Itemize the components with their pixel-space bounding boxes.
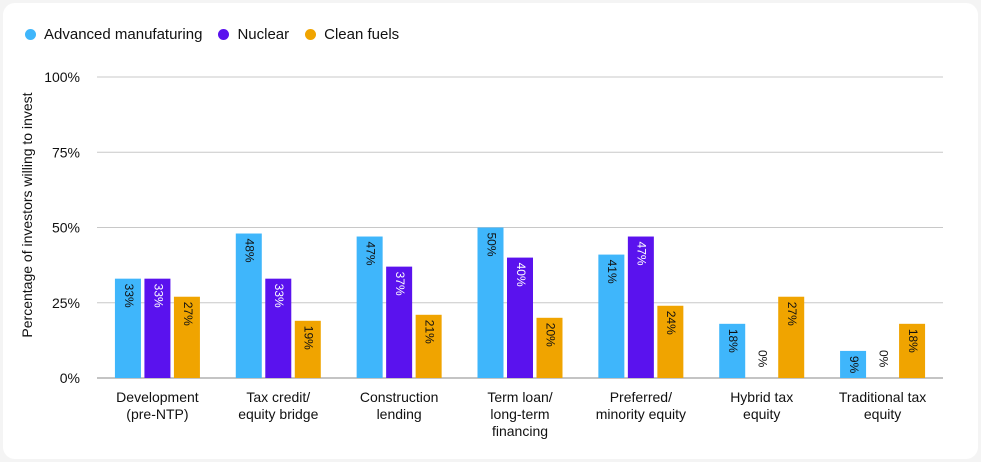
y-tick-label: 0% bbox=[60, 370, 80, 386]
y-tick-label: 100% bbox=[44, 69, 80, 85]
legend-label-nuclear: Nuclear bbox=[237, 25, 290, 43]
data-label: 47% bbox=[635, 242, 649, 266]
x-tick-label: Construction bbox=[360, 389, 439, 405]
x-tick-label: long-term bbox=[490, 406, 549, 422]
bars: 33% 33% 27% 48% 33% 19% 47% 37% 21% 50% 40% 20% 41% 4… bbox=[114, 227, 926, 378]
bar bbox=[627, 236, 654, 378]
data-label: 19% bbox=[302, 326, 316, 350]
data-label: 0% bbox=[756, 350, 770, 368]
data-label: 37% bbox=[393, 272, 407, 296]
bar bbox=[536, 317, 563, 378]
x-tick-label: financing bbox=[492, 423, 548, 439]
data-label: 48% bbox=[243, 239, 257, 263]
bar bbox=[114, 278, 141, 378]
y-axis-ticks: 0% 25% 50% 75% 100% bbox=[44, 69, 80, 386]
data-label: 40% bbox=[514, 263, 528, 287]
bar bbox=[415, 314, 442, 378]
bar bbox=[386, 266, 413, 378]
x-tick-label: Hybrid tax bbox=[730, 389, 793, 405]
legend-swatch-nuclear bbox=[218, 28, 230, 40]
data-label: 0% bbox=[876, 350, 890, 368]
bar bbox=[235, 233, 262, 378]
legend-item-nuclear: Nuclear bbox=[218, 26, 289, 43]
bar bbox=[144, 278, 171, 378]
bar bbox=[657, 305, 684, 378]
legend-item-advanced-manufacturing: Advanced manufaturing bbox=[25, 26, 202, 43]
data-label: 41% bbox=[605, 260, 619, 284]
bar bbox=[507, 257, 533, 378]
legend-swatch-clean-fuels bbox=[305, 28, 317, 40]
legend-swatch-advanced-manufacturing bbox=[25, 28, 36, 40]
data-label: 20% bbox=[543, 323, 557, 347]
bar bbox=[294, 320, 321, 378]
x-tick-label: Tax credit/ bbox=[246, 389, 310, 405]
x-tick-label: minority equity bbox=[596, 406, 686, 422]
x-tick-label: equity bbox=[743, 406, 780, 422]
x-tick-label: Term loan/ bbox=[487, 389, 552, 405]
bar bbox=[173, 296, 200, 378]
bar bbox=[840, 350, 867, 378]
data-label: 50% bbox=[484, 233, 498, 257]
x-tick-label: equity bridge bbox=[238, 406, 318, 422]
legend-label-clean-fuels: Clean fuels bbox=[324, 25, 400, 43]
data-label: 27% bbox=[181, 302, 195, 326]
data-label: 21% bbox=[422, 320, 436, 344]
x-tick-label: Preferred/ bbox=[610, 389, 672, 405]
bar bbox=[598, 254, 625, 378]
bar bbox=[778, 296, 805, 378]
data-label: 24% bbox=[664, 311, 678, 335]
data-label: 18% bbox=[726, 329, 740, 353]
y-tick-label: 25% bbox=[52, 295, 80, 311]
bar bbox=[477, 227, 504, 378]
x-tick-label: Traditional tax bbox=[839, 389, 926, 405]
bar bbox=[719, 323, 746, 378]
data-label: 27% bbox=[785, 302, 799, 326]
data-label: 33% bbox=[272, 284, 286, 308]
legend-item-clean-fuels: Clean fuels bbox=[305, 26, 399, 43]
bar bbox=[356, 236, 383, 378]
y-axis-label: Percentage of investors willing to inves… bbox=[19, 92, 35, 337]
data-label: 33% bbox=[122, 284, 136, 308]
x-tick-label: lending bbox=[377, 406, 422, 422]
bar bbox=[899, 323, 926, 378]
data-label: 47% bbox=[363, 242, 377, 266]
y-tick-label: 50% bbox=[52, 220, 80, 236]
x-axis-categories: Development(pre-NTP) Tax credit/equity br… bbox=[116, 389, 926, 439]
legend: Advanced manufaturing Nuclear Clean fuel… bbox=[25, 24, 415, 44]
x-tick-label: (pre-NTP) bbox=[126, 406, 188, 422]
data-label: 18% bbox=[906, 329, 920, 353]
y-tick-label: 75% bbox=[52, 144, 80, 160]
legend-label-advanced-manufacturing: Advanced manufaturing bbox=[44, 25, 203, 43]
x-tick-label: Development bbox=[116, 389, 199, 405]
data-label: 33% bbox=[151, 284, 165, 308]
data-label: 9% bbox=[847, 356, 861, 374]
bar bbox=[265, 278, 292, 378]
x-tick-label: equity bbox=[864, 406, 901, 422]
